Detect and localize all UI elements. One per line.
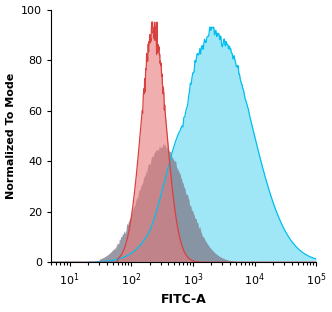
X-axis label: FITC-A: FITC-A <box>161 294 207 306</box>
Y-axis label: Normalized To Mode: Normalized To Mode <box>6 73 16 199</box>
